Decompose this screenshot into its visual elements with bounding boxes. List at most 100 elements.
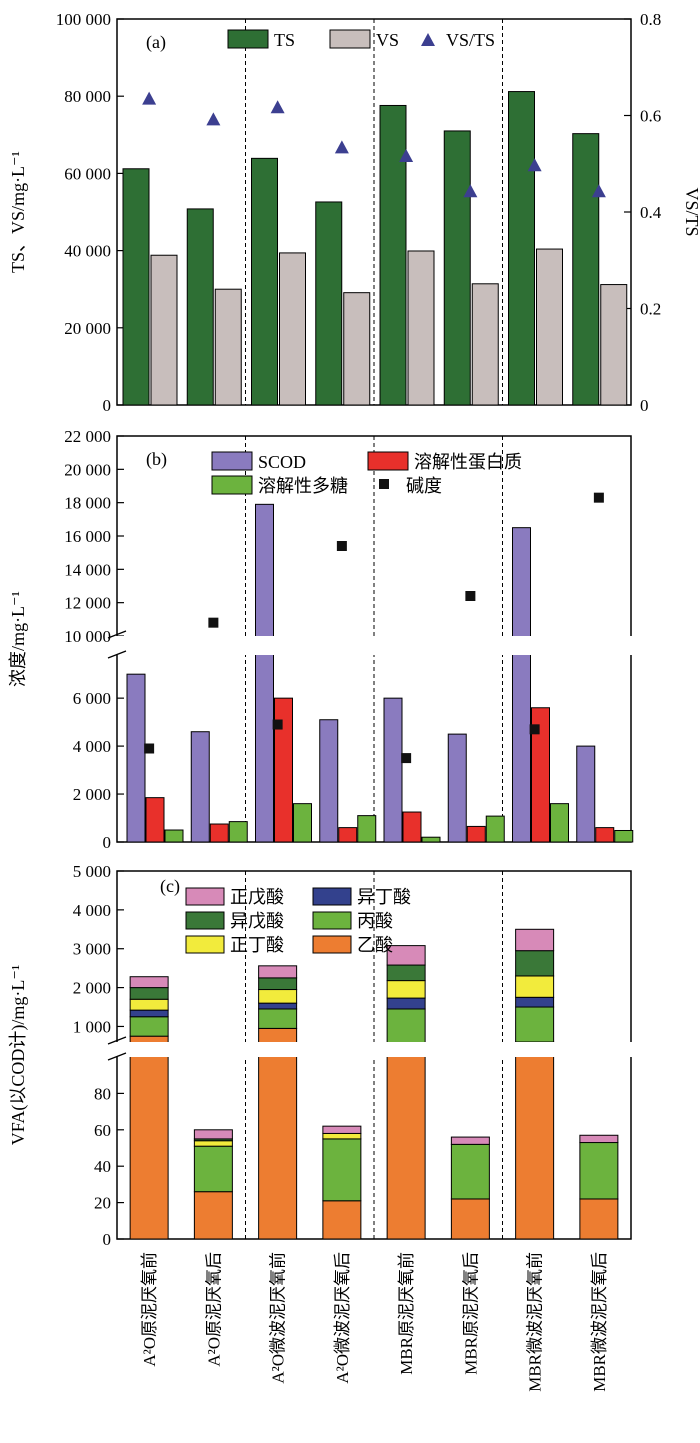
stack-butyric	[322, 1132, 362, 1140]
panel-c: 0 20 40 60 80 1 000 2 000 3 000 4 000 5 000 (c) 正戊酸…	[8, 862, 640, 1249]
legend-swatch-alkalinity	[379, 479, 389, 489]
axis-break-mark	[107, 630, 127, 659]
bar-vs	[471, 283, 499, 406]
left-tick-label: 20 000	[64, 319, 111, 338]
stack-propionic	[193, 1145, 233, 1193]
vs-ts-marker	[334, 140, 349, 154]
vs-ts-marker	[527, 158, 542, 172]
legend-swatch-vs-ts	[421, 33, 435, 46]
legend-swatch-valeric	[185, 887, 225, 906]
stack-isovaleric	[515, 950, 555, 977]
legend-label-butyric: 正丁酸	[230, 935, 284, 955]
panel-b-tag: (b)	[146, 449, 167, 470]
vs-ts-marker	[206, 112, 221, 126]
legend-label-isovaleric: 异戊酸	[230, 911, 284, 931]
stack-isovaleric	[129, 987, 169, 1000]
stack-propionic	[258, 1008, 298, 1029]
alkalinity-marker	[465, 591, 476, 601]
right-tick-label: 0	[640, 396, 649, 415]
bar-protein	[274, 697, 293, 843]
legend-label-vs: VS	[376, 30, 399, 50]
category-axis: A²O原泥厌氧前 A²O原泥厌氧后 A²O微波泥厌氧前 A²O微波泥厌氧后 MBR原泥厌…	[140, 1252, 609, 1392]
left-tick-label: 40 000	[64, 242, 111, 261]
left-tick-label: 2 000	[73, 785, 111, 804]
category-label: MBR微波泥厌氧前	[526, 1252, 545, 1392]
left-tick-label: 20	[94, 1194, 111, 1213]
left-tick-label: 0	[103, 833, 112, 852]
left-tick-label: 16 000	[64, 527, 111, 546]
category-label: MBR原泥厌氧前	[397, 1252, 416, 1375]
alkalinity-marker	[208, 617, 219, 628]
bar-scod	[190, 731, 210, 843]
bar-scod	[383, 697, 403, 843]
stack-valeric	[129, 976, 169, 989]
vs-ts-marker	[142, 91, 157, 105]
legend-swatch-vs	[329, 29, 371, 49]
right-tick-label: 0.8	[640, 10, 661, 29]
legend-label-valeric: 正戊酸	[230, 887, 284, 907]
left-tick-label: 4 000	[73, 737, 111, 756]
stack-butyric	[515, 975, 555, 998]
left-tick-label: 0	[103, 396, 112, 415]
legend-swatch-propionic	[312, 911, 352, 930]
left-tick-label: 80	[94, 1084, 111, 1103]
vs-ts-marker	[591, 184, 606, 198]
legend-swatch-scod	[211, 451, 253, 471]
y-axis-title-right: VS/TS	[682, 187, 700, 236]
bar-polysaccharide	[293, 803, 312, 843]
bar-ts	[186, 208, 214, 406]
left-tick-label: 1 000	[73, 1017, 111, 1036]
left-tick-label: 4 000	[73, 901, 111, 920]
left-tick-label: 3 000	[73, 940, 111, 959]
panel-c-tag: (c)	[160, 876, 180, 897]
axis-break-gap	[112, 636, 640, 655]
stack-acetic	[258, 1027, 298, 1240]
category-label: A²O原泥厌氧前	[140, 1252, 159, 1367]
alkalinity-marker	[272, 719, 283, 730]
bar-vs	[600, 284, 628, 406]
right-tick-label: 0.2	[640, 300, 661, 319]
bar-ts	[122, 168, 150, 406]
left-tick-label: 80 000	[64, 87, 111, 106]
bar-polysaccharide	[421, 836, 441, 843]
legend-swatch-isovaleric	[185, 911, 225, 930]
bar-ts	[251, 157, 278, 406]
legend-swatch-ts	[227, 29, 269, 49]
bar-scod	[447, 733, 467, 843]
stack-acetic	[129, 1035, 169, 1240]
left-tick-label: 6 000	[73, 689, 111, 708]
bar-polysaccharide	[228, 821, 248, 843]
right-tick-label: 0.4	[640, 203, 662, 222]
legend-label-protein: 溶解性蛋白质	[414, 452, 522, 472]
bar-polysaccharide	[164, 829, 184, 843]
legend-swatch-polysaccharide	[211, 475, 253, 495]
bar-protein	[209, 823, 229, 843]
left-tick-label: 14 000	[64, 560, 111, 579]
stack-isobutyric	[386, 997, 426, 1010]
stack-propionic	[129, 1016, 169, 1037]
bar-scod	[255, 503, 274, 843]
stack-isovaleric	[386, 964, 426, 982]
legend-label-ts: TS	[274, 30, 295, 50]
stack-valeric	[322, 1125, 362, 1134]
alkalinity-marker	[401, 753, 412, 764]
stack-valeric	[193, 1129, 233, 1140]
category-label: A²O微波泥厌氧后	[333, 1252, 352, 1384]
stack-valeric	[515, 928, 555, 952]
left-tick-label: 20 000	[64, 460, 111, 479]
stack-acetic	[193, 1191, 233, 1240]
vs-ts-marker	[463, 184, 478, 198]
bar-protein	[531, 707, 550, 843]
legend-label-vs-ts: VS/TS	[446, 30, 495, 50]
stack-valeric	[258, 965, 298, 979]
bar-polysaccharide	[550, 803, 569, 843]
panel-a: 0 20 000 40 000 60 000 80 000 100 000 0 0.2 0.4 0…	[8, 10, 700, 415]
y-axis-title: VFA(以COD计)/mg·L⁻¹	[8, 965, 29, 1146]
stack-acetic	[579, 1198, 619, 1240]
bar-scod	[126, 673, 146, 843]
legend-label-propionic: 丙酸	[357, 911, 393, 931]
stack-valeric	[579, 1134, 619, 1144]
stack-propionic	[322, 1138, 362, 1202]
left-tick-label: 0	[103, 1230, 112, 1249]
